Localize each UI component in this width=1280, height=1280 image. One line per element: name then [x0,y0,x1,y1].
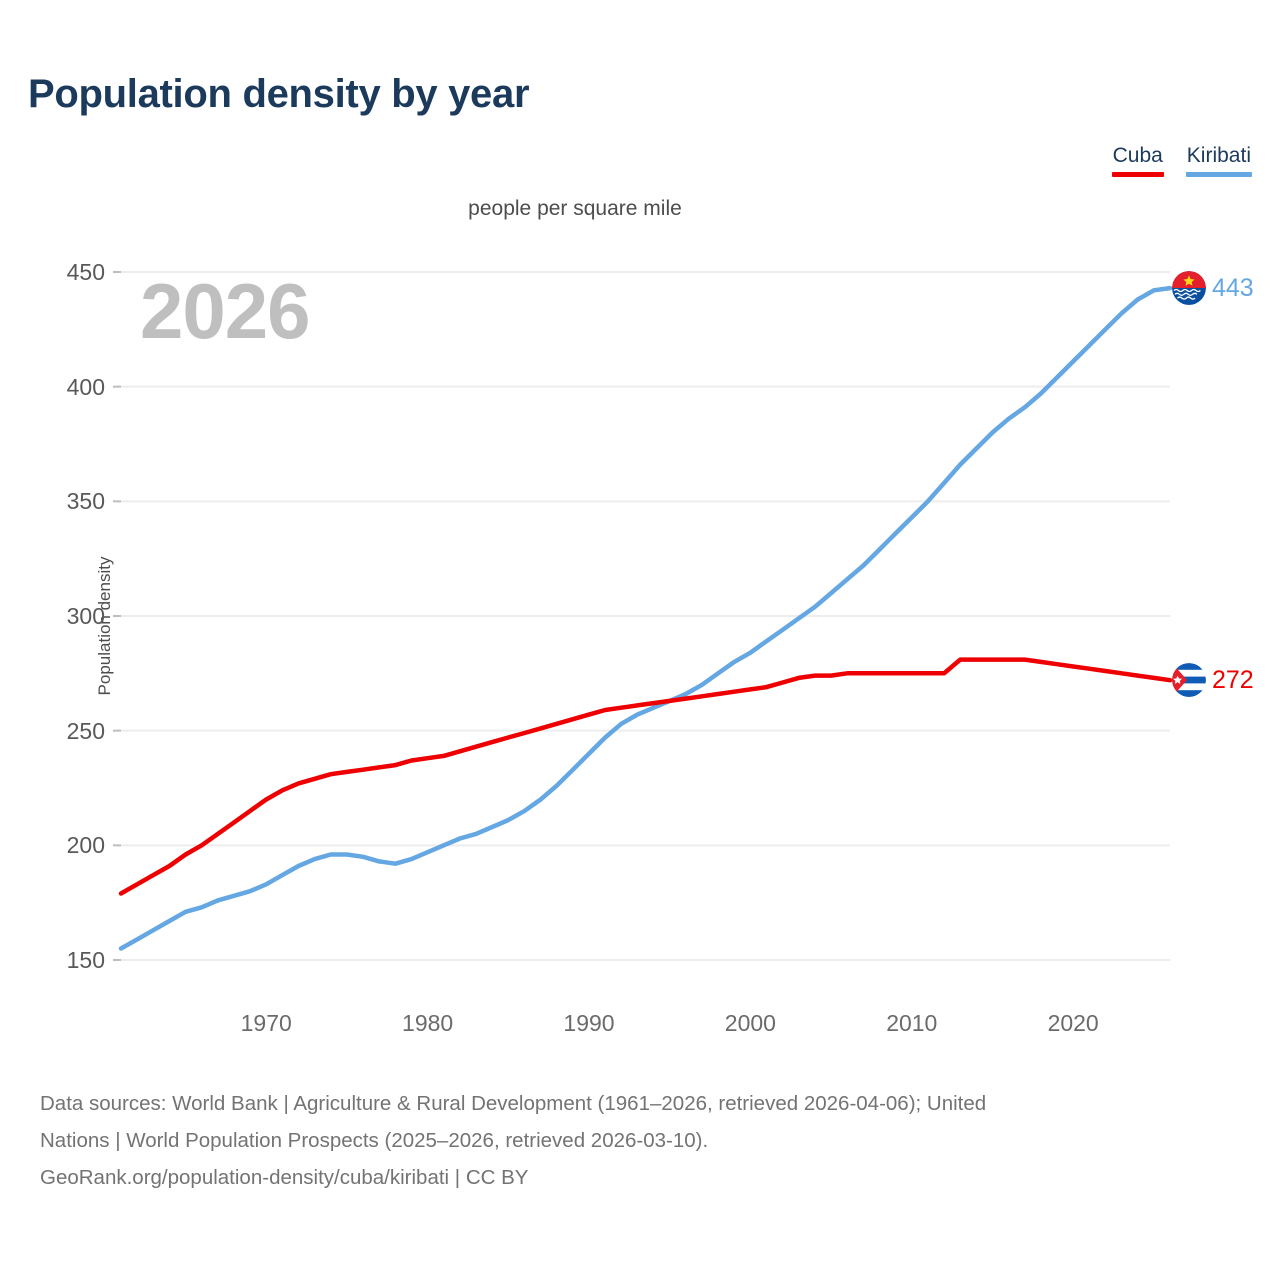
chart-y-tickmarks [113,271,121,961]
footer-sources: Data sources: World Bank | Agriculture &… [40,1085,1255,1196]
cuba-flag-icon [1172,663,1206,698]
series-line-cuba [118,657,1173,896]
chart-plot-area[interactable]: 2026 Population density 150 200 250 300 350 4… [0,0,1280,1060]
endpoint-value-cuba: 272 [1212,665,1254,694]
x-tick-label: 1980 [402,1010,454,1036]
legend-item-kiribati[interactable]: Kiribati [1185,144,1252,177]
chart-legend: Cuba Kiribati [1111,144,1252,177]
y-tick-label: 450 [66,259,105,285]
page-title: Population density by year [28,72,530,116]
chart-canvas [113,271,1173,961]
x-tick-label: 2020 [1047,1010,1099,1036]
endpoint-value-kiribati: 443 [1212,273,1254,302]
x-tick-label: 1990 [563,1010,615,1036]
y-tick-label: 150 [66,947,105,973]
y-tick-label: 250 [66,717,105,744]
y-tick-label: 300 [66,603,105,629]
y-tick-label: 400 [66,373,105,400]
legend-label-kiribati: Kiribati [1186,144,1251,167]
x-tick-label: 1970 [240,1010,292,1036]
series-line-kiribati [118,285,1173,951]
x-tick-label: 2010 [886,1010,938,1036]
watermark-year: 2026 [140,267,311,355]
y-tick-label: 350 [66,488,105,515]
chart-subtitle: people per square mile [468,197,682,220]
legend-item-cuba[interactable]: Cuba [1111,144,1164,177]
chart-gridlines [121,271,1170,961]
kiribati-flag-icon [1172,271,1206,306]
legend-swatch-cuba [1111,172,1164,177]
footer-line-1: Data sources: World Bank | Agriculture &… [40,1092,987,1115]
endpoint-kiribati[interactable]: 443 [1172,271,1254,306]
y-tick-label: 200 [66,832,105,859]
endpoint-cuba[interactable]: 272 [1172,663,1254,698]
legend-label-cuba: Cuba [1112,144,1163,167]
legend-swatch-kiribati [1185,172,1252,177]
x-tick-label: 2000 [724,1010,776,1036]
footer-line-2: Nations | World Population Prospects (20… [40,1129,709,1152]
footer-line-3: GeoRank.org/population-density/cuba/kiri… [40,1166,529,1189]
